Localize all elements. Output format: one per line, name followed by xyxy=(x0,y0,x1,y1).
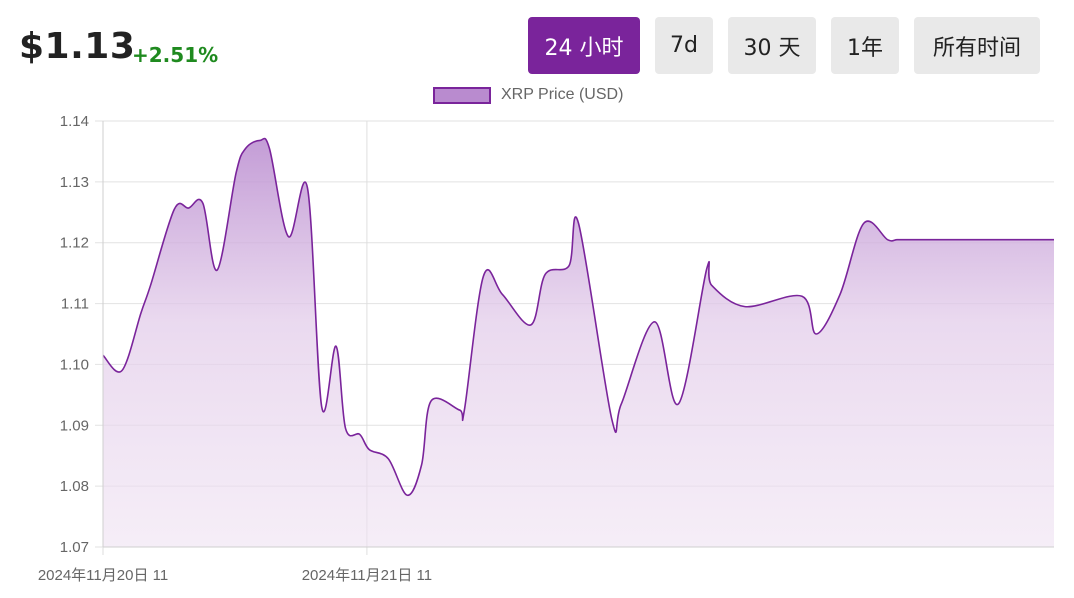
range-button-1y[interactable]: 1年 xyxy=(831,17,899,74)
range-button-24h[interactable]: 24 小时 xyxy=(528,17,640,74)
range-button-7d[interactable]: 7d xyxy=(655,17,713,74)
price-change-percent: +2.51% xyxy=(132,43,219,67)
price-area-fill xyxy=(103,138,1054,548)
range-button-30d[interactable]: 30 天 xyxy=(728,17,816,74)
current-price: $1.13 xyxy=(19,26,136,67)
y-tick-label: 1.13 xyxy=(60,174,89,191)
range-button-all-time[interactable]: 所有时间 xyxy=(914,17,1040,74)
price-series-line xyxy=(102,137,1054,497)
y-tick-label: 1.14 xyxy=(60,113,89,130)
legend-swatch xyxy=(433,86,491,104)
y-tick-label: 1.11 xyxy=(61,296,89,313)
y-tick-label: 1.07 xyxy=(60,539,89,556)
x-tick-label: 2024年11月21日 11 xyxy=(302,567,432,584)
chart-legend[interactable]: XRP Price (USD) xyxy=(433,86,623,104)
y-tick-label: 1.09 xyxy=(60,417,89,434)
y-tick-label: 1.10 xyxy=(60,356,89,373)
x-tick-label: 2024年11月20日 11 xyxy=(38,567,168,584)
y-tick-label: 1.12 xyxy=(60,235,89,252)
y-tick-label: 1.08 xyxy=(60,478,89,495)
legend-label: XRP Price (USD) xyxy=(501,86,624,103)
